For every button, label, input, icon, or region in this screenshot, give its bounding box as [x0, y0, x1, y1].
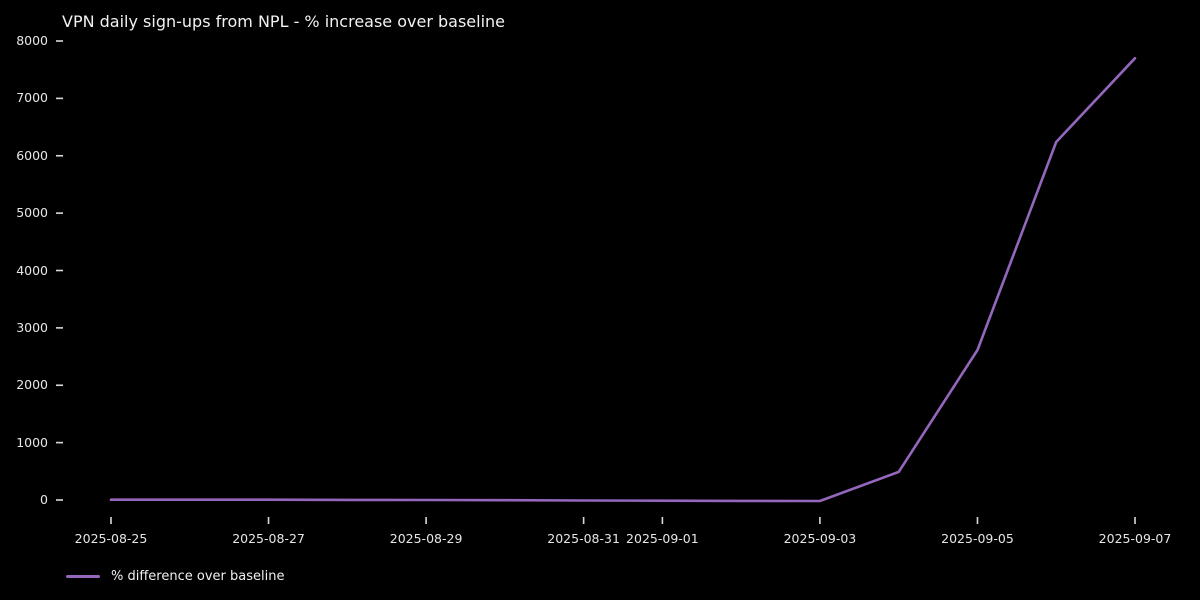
y-axis-tick-marks [56, 40, 63, 501]
y-tick-label: 0 [40, 492, 48, 507]
x-tick-label: 2025-09-05 [941, 531, 1014, 546]
x-tick-label: 2025-08-29 [389, 531, 463, 546]
chart-title: VPN daily sign-ups from NPL - % increase… [62, 12, 506, 31]
y-tick-label: 7000 [16, 90, 48, 106]
legend-label: % difference over baseline [111, 568, 285, 584]
y-tick-label: 6000 [16, 147, 48, 163]
y-tick-label: 5000 [16, 205, 48, 221]
x-axis-tick-marks [110, 517, 1136, 524]
legend: % difference over baseline [66, 565, 284, 587]
x-tick-label: 2025-09-03 [783, 531, 857, 546]
legend-line-swatch [66, 574, 100, 578]
x-tick-label: 2025-08-25 [74, 531, 148, 546]
y-tick-label: 2000 [16, 377, 48, 393]
x-tick-label: 2025-09-07 [1098, 531, 1172, 546]
x-tick-label: 2025-08-31 [547, 531, 620, 546]
y-tick-label: 3000 [16, 319, 48, 335]
y-tick-label: 1000 [16, 434, 48, 450]
y-tick-label: 8000 [16, 33, 48, 48]
series-line [109, 56, 1137, 503]
x-tick-label: 2025-09-01 [626, 531, 699, 546]
y-tick-label: 4000 [16, 262, 48, 278]
x-tick-label: 2025-08-27 [232, 531, 305, 546]
